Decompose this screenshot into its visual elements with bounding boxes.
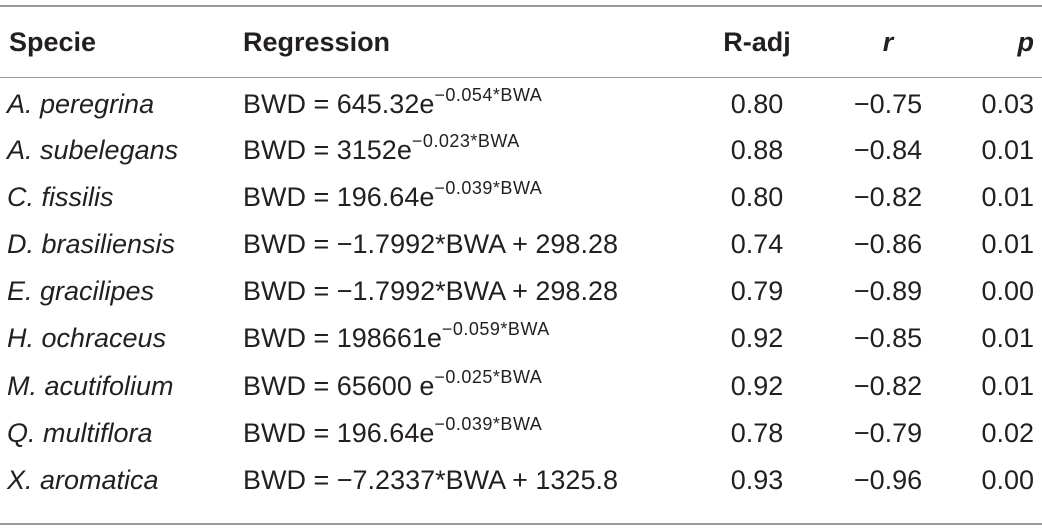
cell-r-adj: 0.92 xyxy=(730,370,784,401)
cell-p: 0.00 xyxy=(981,276,1034,307)
regression-base: BWD = 196.64e xyxy=(243,417,435,448)
table-row: H. ochraceus BWD = 198661e−0.059*BWA 0.9… xyxy=(0,315,1042,362)
regression-base: BWD = −7.2337*BWA + 1325.8 xyxy=(243,464,618,495)
cell-p: 0.03 xyxy=(981,88,1034,119)
cell-p: 0.01 xyxy=(981,370,1034,401)
cell-specie: A. peregrina xyxy=(7,88,155,119)
cell-regression: BWD = 198661e−0.059*BWA xyxy=(235,315,695,362)
cell-r: −0.85 xyxy=(853,323,923,354)
regression-base: BWD = 198661e xyxy=(243,323,442,354)
regression-base: BWD = −1.7992*BWA + 298.28 xyxy=(243,229,618,260)
cell-regression: BWD = 645.32e−0.054*BWA xyxy=(235,77,695,127)
regression-exponent: −0.059*BWA xyxy=(441,319,550,340)
cell-r: −0.89 xyxy=(853,276,923,307)
cell-r: −0.82 xyxy=(853,370,923,401)
table-body: A. peregrina BWD = 645.32e−0.054*BWA 0.8… xyxy=(0,77,1042,504)
table-top-rule xyxy=(0,5,1042,7)
cell-p: 0.00 xyxy=(981,464,1034,495)
cell-r: −0.75 xyxy=(853,88,923,119)
cell-r: −0.84 xyxy=(853,135,923,166)
regression-exponent: −0.025*BWA xyxy=(434,366,543,387)
cell-p: 0.02 xyxy=(981,417,1034,448)
column-header-specie: Specie xyxy=(9,26,97,57)
cell-regression: BWD = 196.64e−0.039*BWA xyxy=(235,174,695,221)
regression-base: BWD = 645.32e xyxy=(243,88,435,119)
cell-specie: E. gracilipes xyxy=(7,276,155,307)
table-row: E. gracilipes BWD = −1.7992*BWA + 298.28… xyxy=(0,268,1042,315)
table-row: D. brasiliensis BWD = −1.7992*BWA + 298.… xyxy=(0,221,1042,268)
regression-exponent: −0.023*BWA xyxy=(411,131,520,152)
cell-regression: BWD = −1.7992*BWA + 298.28 xyxy=(235,221,695,268)
table-row: C. fissilis BWD = 196.64e−0.039*BWA 0.80… xyxy=(0,174,1042,221)
regression-base: BWD = 196.64e xyxy=(243,182,435,213)
regression-base: BWD = 3152e xyxy=(243,135,412,166)
cell-regression: BWD = 3152e−0.023*BWA xyxy=(235,127,695,174)
cell-r: −0.79 xyxy=(853,417,923,448)
cell-specie: H. ochraceus xyxy=(7,323,167,354)
cell-r: −0.86 xyxy=(853,229,923,260)
cell-regression: BWD = −7.2337*BWA + 1325.8 xyxy=(235,457,695,504)
table-row: A. subelegans BWD = 3152e−0.023*BWA 0.88… xyxy=(0,127,1042,174)
cell-r: −0.82 xyxy=(853,182,923,213)
cell-specie: Q. multiflora xyxy=(7,417,153,448)
cell-r-adj: 0.80 xyxy=(730,88,784,119)
table-bottom-rule xyxy=(0,523,1042,525)
cell-specie: M. acutifolium xyxy=(7,370,174,401)
column-header-r-adj: R-adj xyxy=(723,26,791,57)
cell-regression: BWD = 196.64e−0.039*BWA xyxy=(235,410,695,457)
table-header-row: Specie Regression R-adj r p xyxy=(0,7,1042,77)
cell-p: 0.01 xyxy=(981,182,1034,213)
cell-r-adj: 0.78 xyxy=(730,417,784,448)
cell-regression: BWD = 65600 e−0.025*BWA xyxy=(235,362,695,409)
cell-r-adj: 0.74 xyxy=(730,229,784,260)
cell-p: 0.01 xyxy=(981,135,1034,166)
cell-regression: BWD = −1.7992*BWA + 298.28 xyxy=(235,268,695,315)
cell-r: −0.96 xyxy=(853,464,923,495)
table-header-rule xyxy=(0,77,1042,78)
table-row: X. aromatica BWD = −7.2337*BWA + 1325.8 … xyxy=(0,457,1042,504)
cell-p: 0.01 xyxy=(981,229,1034,260)
cell-specie: A. subelegans xyxy=(7,135,179,166)
cell-specie: D. brasiliensis xyxy=(7,229,176,260)
table-row: Q. multiflora BWD = 196.64e−0.039*BWA 0.… xyxy=(0,410,1042,457)
cell-r-adj: 0.93 xyxy=(730,464,784,495)
cell-specie: X. aromatica xyxy=(7,464,159,495)
cell-r-adj: 0.79 xyxy=(730,276,784,307)
column-header-r: r xyxy=(882,26,894,57)
cell-r-adj: 0.88 xyxy=(730,135,784,166)
regression-exponent: −0.054*BWA xyxy=(434,84,543,105)
regression-exponent: −0.039*BWA xyxy=(434,413,543,434)
column-header-regression: Regression xyxy=(243,26,391,57)
regression-base: BWD = 65600 e xyxy=(243,370,435,401)
column-header-p: p xyxy=(1017,26,1035,57)
regression-base: BWD = −1.7992*BWA + 298.28 xyxy=(243,276,618,307)
regression-exponent: −0.039*BWA xyxy=(434,178,543,199)
table-row: A. peregrina BWD = 645.32e−0.054*BWA 0.8… xyxy=(0,77,1042,127)
cell-p: 0.01 xyxy=(981,323,1034,354)
cell-r-adj: 0.80 xyxy=(730,182,784,213)
table-row: M. acutifolium BWD = 65600 e−0.025*BWA 0… xyxy=(0,362,1042,409)
cell-r-adj: 0.92 xyxy=(730,323,784,354)
cell-specie: C. fissilis xyxy=(7,182,114,213)
regression-table: Specie Regression R-adj r p A. peregrina… xyxy=(0,7,1042,504)
